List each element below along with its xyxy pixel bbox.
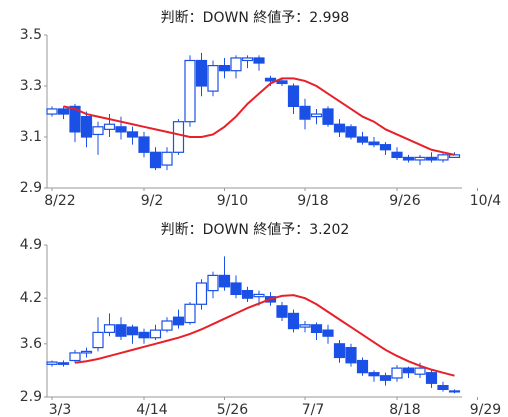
x-tick-label: 4/14 (136, 402, 168, 417)
x-tick-label: 9/18 (297, 193, 328, 209)
candle-body (437, 154, 449, 161)
candle-body (115, 126, 127, 133)
x-tick-label: 7/7 (302, 402, 325, 417)
candle-body (310, 324, 323, 333)
candle-body (448, 154, 461, 159)
candle-body (195, 59, 208, 87)
candle-body (333, 123, 346, 133)
candle-body (299, 324, 311, 328)
candle-body (333, 343, 346, 359)
x-tick-label: 8/22 (44, 193, 75, 209)
candle-body (138, 331, 150, 339)
candle-body (391, 151, 403, 159)
candle-body (69, 352, 81, 362)
candle-body (184, 59, 196, 123)
candle-body (345, 126, 357, 138)
candle-body (230, 57, 242, 72)
chart-title: 判断：DOWN 終値予：2.998 (161, 10, 350, 26)
candle-body (149, 151, 162, 169)
candle-body (402, 156, 415, 161)
candle-body (184, 303, 196, 324)
chart-title: 判断：DOWN 終値予：3.202 (161, 222, 350, 238)
candle-body (276, 80, 288, 85)
candle-body (195, 282, 208, 305)
candle-body (46, 108, 58, 115)
candle-body (425, 372, 438, 384)
candle-body (161, 320, 173, 331)
candle-body (379, 144, 392, 151)
candle-body (345, 347, 357, 364)
x-tick-label: 8/18 (389, 402, 420, 417)
candle-body (253, 57, 265, 64)
candle-body (356, 359, 369, 374)
candle-body (138, 136, 150, 153)
candle-body (149, 329, 162, 339)
candle-body (103, 123, 116, 130)
y-tick-label: 3.6 (20, 336, 42, 352)
y-tick-label: 2.9 (20, 180, 42, 196)
candle-body (69, 105, 81, 133)
y-tick-label: 4.9 (20, 237, 42, 253)
candle-body (322, 108, 334, 125)
x-tick-label: 9/29 (470, 402, 501, 417)
candle-body (115, 324, 127, 337)
candle-body (207, 64, 219, 92)
candle-body (253, 293, 265, 298)
candle-body (310, 113, 323, 118)
candle-body (368, 141, 380, 146)
x-tick-label: 10/4 (470, 193, 502, 209)
moving-average-line (74, 294, 455, 377)
x-tick-label: 3/3 (49, 402, 72, 417)
y-tick-label: 3.5 (20, 27, 42, 43)
candle-body (92, 331, 104, 349)
candle-body (414, 156, 426, 161)
candle-body (230, 282, 242, 295)
candle-body (172, 121, 185, 153)
candle-body (287, 312, 300, 330)
candle-body (103, 324, 116, 333)
candle-body (92, 126, 104, 136)
candle-body (368, 372, 380, 377)
candle-body (402, 367, 415, 374)
x-tick-label: 9/10 (217, 193, 248, 209)
candle-body (46, 361, 58, 365)
candle-body (391, 367, 403, 379)
candle-body (80, 115, 93, 138)
moving-average-line (63, 77, 455, 156)
candle-body (218, 274, 231, 288)
y-tick-label: 2.9 (20, 389, 42, 405)
candle-body (57, 108, 70, 115)
candle-body (172, 316, 185, 326)
candle-body (356, 136, 369, 143)
candle-body (241, 57, 254, 62)
candle-body (126, 326, 139, 336)
candle-body (276, 305, 288, 318)
candle-body (207, 274, 219, 292)
candle-body (437, 385, 449, 391)
candle-body (264, 77, 277, 82)
x-tick-label: 5/26 (217, 402, 249, 417)
y-tick-label: 4.2 (20, 290, 42, 306)
x-tick-label: 9/2 (141, 193, 164, 209)
candle-body (322, 329, 334, 337)
candle-body (287, 85, 300, 107)
candle-body (80, 350, 93, 354)
candle-body (126, 131, 139, 138)
candle-body (414, 367, 426, 375)
candle-body (425, 156, 438, 161)
y-tick-label: 3.3 (20, 78, 42, 94)
candle-body (161, 151, 173, 166)
candle-body (299, 105, 311, 120)
candle-body (241, 290, 254, 299)
y-tick-label: 3.1 (20, 129, 42, 145)
candle-body (379, 375, 392, 381)
x-tick-label: 9/26 (389, 193, 421, 209)
candle-body (57, 362, 70, 365)
candle-body (448, 390, 461, 393)
candle-body (218, 64, 231, 72)
